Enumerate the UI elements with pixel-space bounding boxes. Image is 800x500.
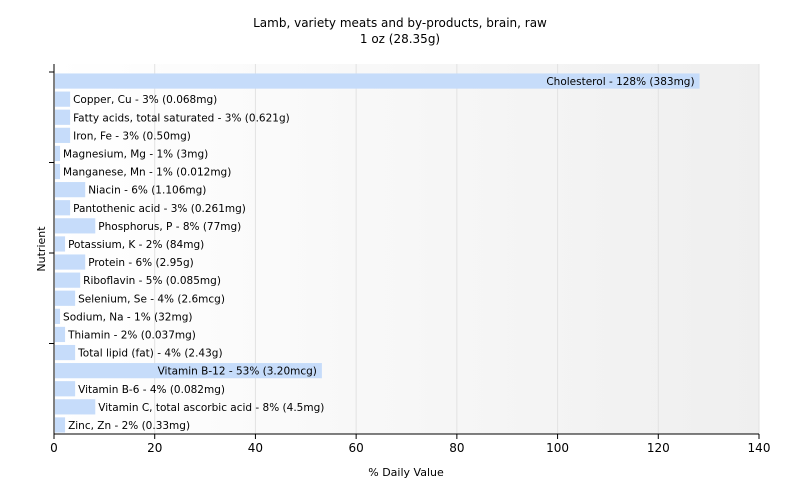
x-tick-label: 40: [248, 441, 263, 455]
x-tick-label: 0: [50, 441, 58, 455]
bar: [55, 290, 76, 306]
bar: [55, 236, 66, 252]
bar-data-label: Riboflavin - 5% (0.085mg): [83, 275, 221, 287]
bar: [55, 91, 71, 107]
chart-title-block: Lamb, variety meats and by-products, bra…: [0, 15, 800, 47]
bar-data-label: Cholesterol - 128% (383mg): [546, 76, 694, 88]
bar-data-label: Total lipid (fat) - 4% (2.43g): [77, 348, 222, 360]
bar: [55, 308, 61, 324]
bar-data-label: Copper, Cu - 3% (0.068mg): [73, 94, 217, 106]
bar: [55, 254, 86, 270]
bar: [55, 145, 61, 162]
y-axis-title: Nutrient: [35, 226, 48, 272]
bar-data-label: Sodium, Na - 1% (32mg): [63, 311, 192, 323]
bar: [55, 272, 81, 288]
bar-data-label: Selenium, Se - 4% (2.6mcg): [78, 293, 225, 305]
bar: [55, 200, 71, 216]
bar: [55, 381, 76, 397]
bar: [55, 73, 700, 89]
bar-data-label: Iron, Fe - 3% (0.50mg): [73, 130, 191, 142]
bar-data-label: Potassium, K - 2% (84mg): [68, 239, 204, 251]
x-axis-title: % Daily Value: [368, 466, 444, 479]
bar-data-label: Fatty acids, total saturated - 3% (0.621…: [73, 112, 290, 124]
bar-data-label: Pantothenic acid - 3% (0.261mg): [73, 203, 246, 215]
x-tick-label: 20: [147, 441, 162, 455]
bar: [55, 182, 86, 198]
chart-title: Lamb, variety meats and by-products, bra…: [253, 16, 547, 30]
bar: [55, 417, 66, 433]
bar: [55, 399, 96, 415]
x-tick-label: 100: [546, 441, 569, 455]
bar-data-label: Manganese, Mn - 1% (0.012mg): [63, 167, 231, 179]
x-tick-label: 80: [449, 441, 464, 455]
x-tick-label: 120: [647, 441, 670, 455]
chart-subtitle: 1 oz (28.35g): [359, 32, 441, 46]
bar: [55, 163, 61, 180]
bar-data-label: Magnesium, Mg - 1% (3mg): [63, 148, 208, 160]
bar-data-label: Vitamin B-6 - 4% (0.082mg): [78, 384, 225, 396]
bar-data-label: Protein - 6% (2.95g): [88, 257, 194, 269]
bar: [55, 344, 76, 361]
bar: [55, 127, 71, 143]
bar: [55, 326, 66, 343]
bar: [55, 109, 71, 125]
bar: [55, 363, 322, 379]
x-tick-label: 60: [349, 441, 364, 455]
bar-data-label: Phosphorus, P - 8% (77mg): [98, 221, 241, 233]
bar-data-label: Niacin - 6% (1.106mg): [88, 185, 206, 197]
x-tick-label: 140: [748, 441, 771, 455]
bar: [55, 218, 96, 234]
bar-data-label: Vitamin C, total ascorbic acid - 8% (4.5…: [98, 402, 324, 414]
bar-data-label: Vitamin B-12 - 53% (3.20mcg): [158, 366, 317, 378]
bar-data-label: Thiamin - 2% (0.037mg): [67, 329, 196, 341]
bar-data-label: Zinc, Zn - 2% (0.33mg): [68, 420, 190, 432]
